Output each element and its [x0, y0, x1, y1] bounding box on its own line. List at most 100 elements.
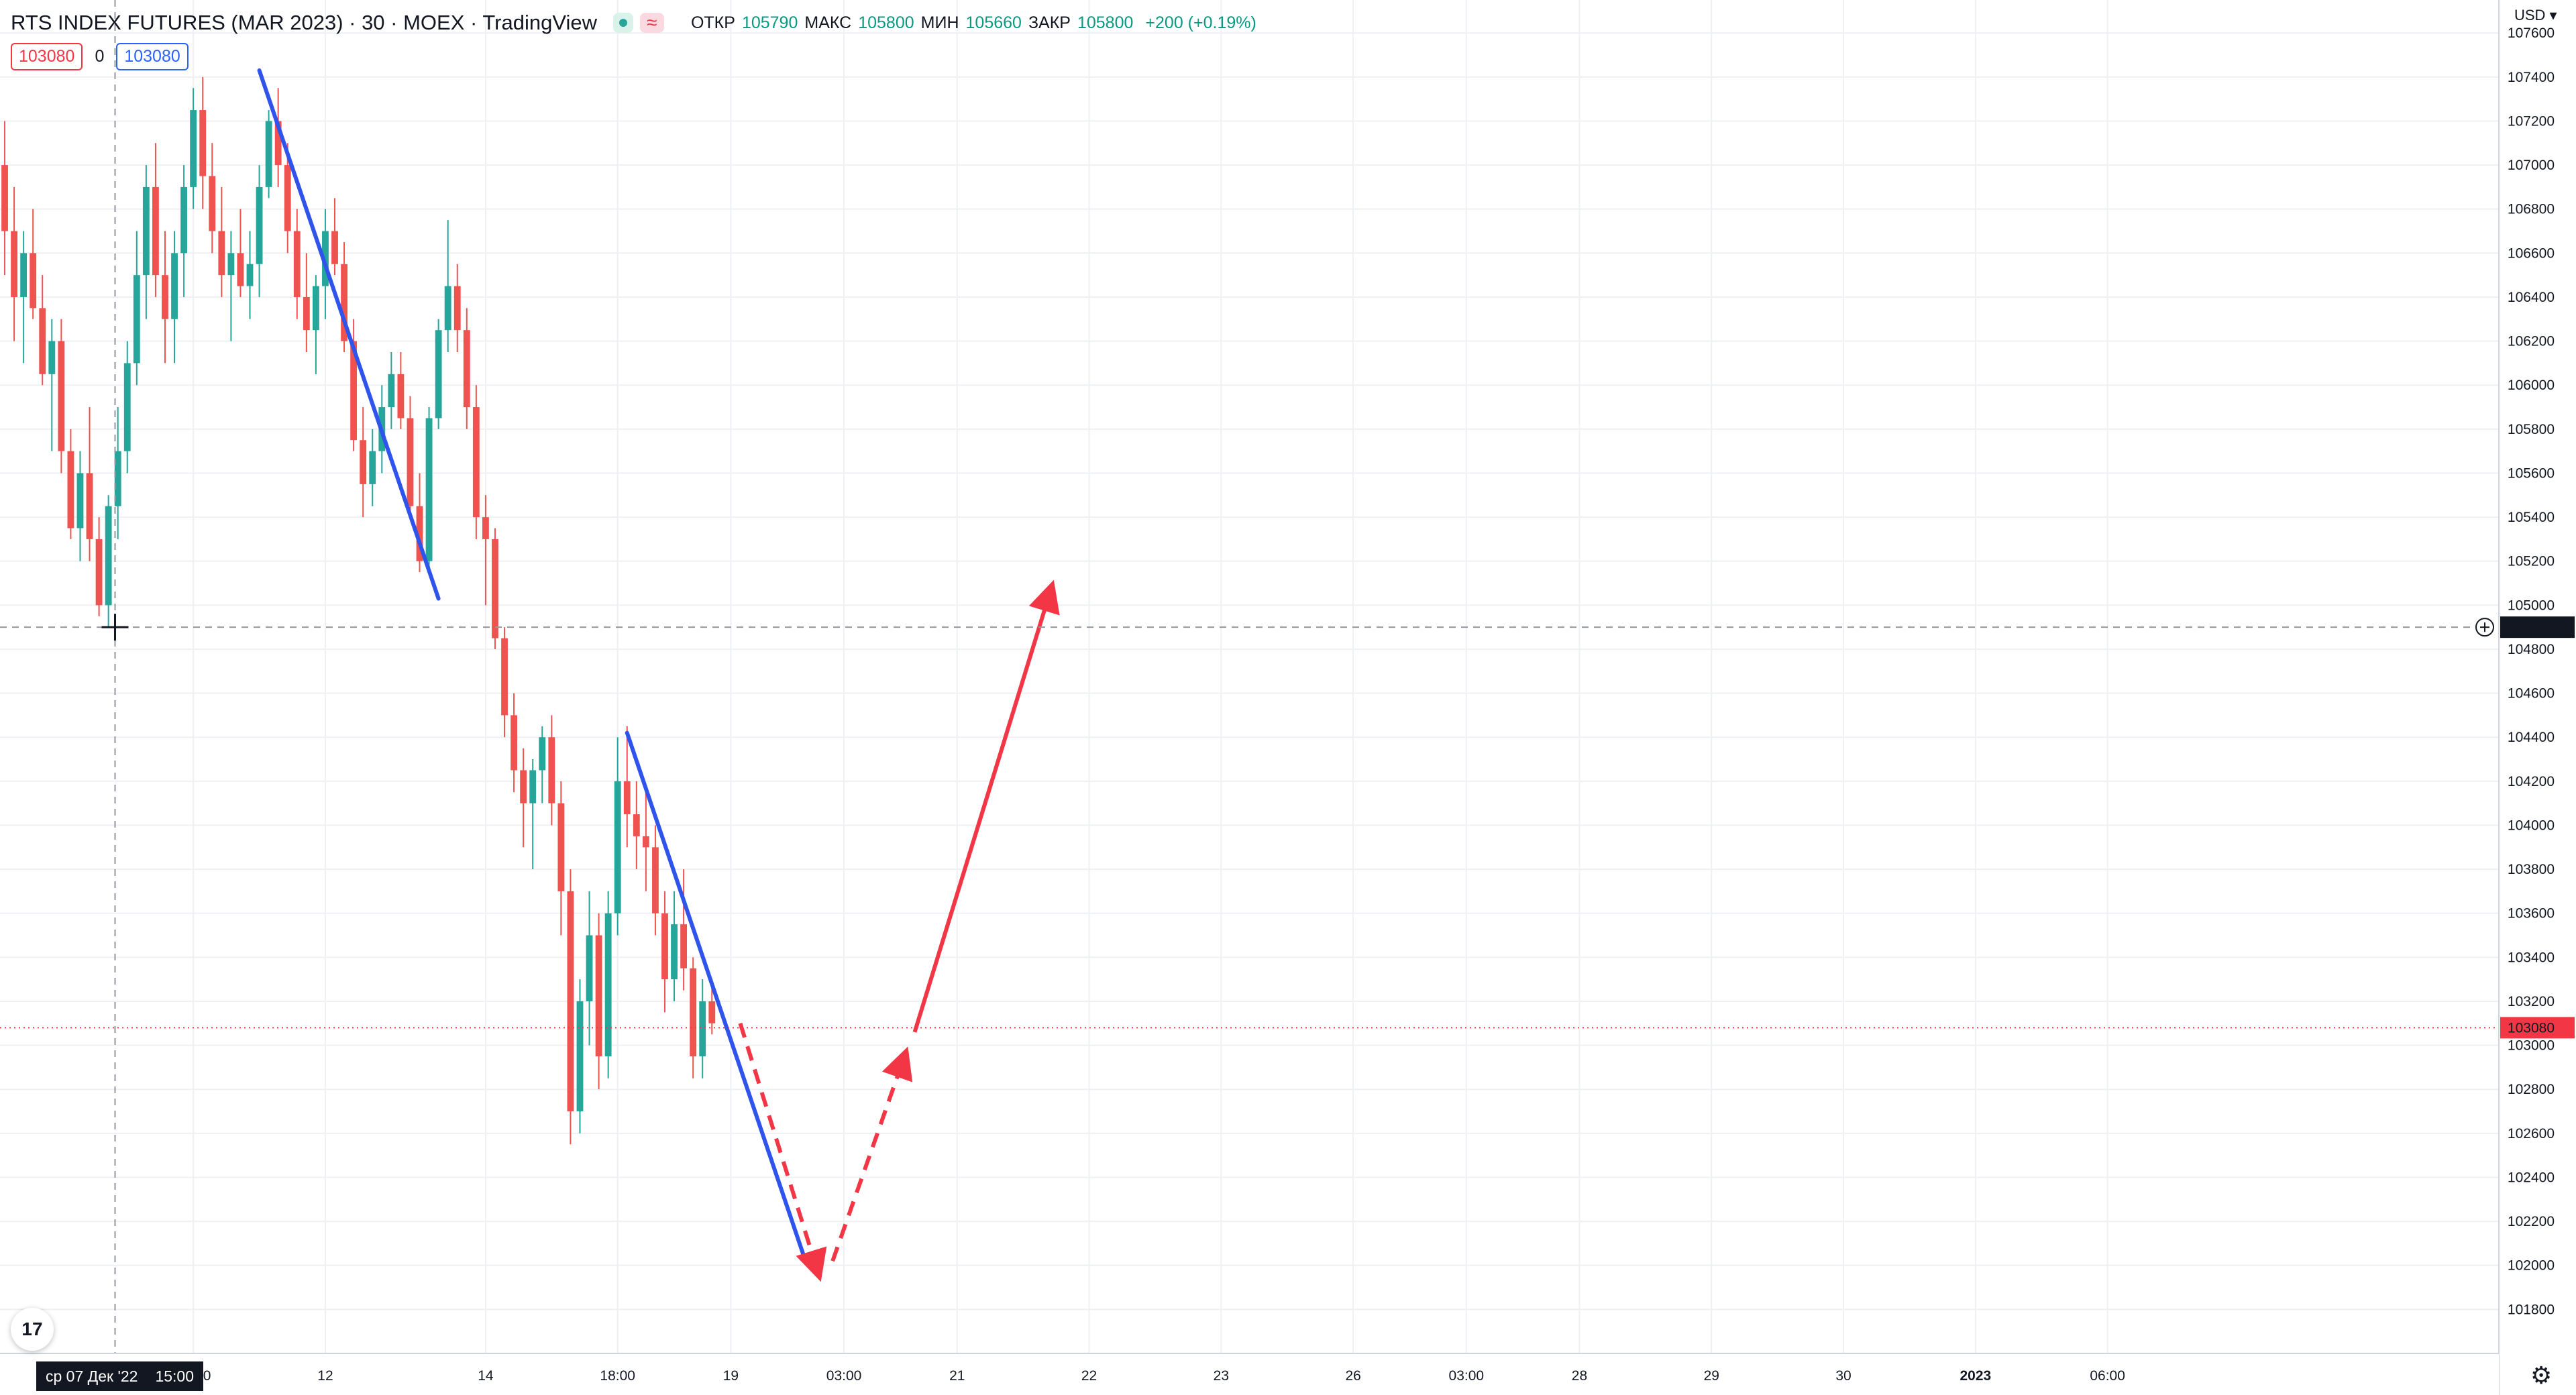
price-tick-label: 104800	[2508, 642, 2555, 657]
price-tick-label: 105200	[2508, 554, 2555, 569]
candle-body	[529, 770, 537, 803]
candle-body	[20, 253, 28, 297]
price-tick-label: 104000	[2508, 818, 2555, 833]
trend-line	[625, 730, 808, 1266]
price-tick-label: 107600	[2508, 25, 2555, 41]
candle-body	[180, 186, 188, 254]
time-tick-label: 12	[317, 1368, 333, 1384]
currency-dropdown[interactable]: USD ▾	[2514, 7, 2557, 23]
candle-body	[171, 253, 178, 319]
candle-body	[11, 231, 18, 297]
ohlc-low-value: 105660	[965, 13, 1022, 32]
crosshair-price-label-bg	[2500, 616, 2575, 638]
time-axis-bg	[0, 1353, 2499, 1395]
candle-body	[557, 803, 565, 891]
add-alert-icon[interactable]	[2475, 618, 2494, 637]
time-tick-label: 03:00	[1449, 1368, 1485, 1384]
price-axis-bg	[2499, 0, 2576, 1395]
time-tick-label: 23	[1214, 1368, 1229, 1384]
drawings-layer	[257, 68, 1060, 1282]
crosshair-date: ср 07 Дек '22	[46, 1367, 138, 1385]
symbol-header: RTS INDEX FUTURES (MAR 2023) · 30 · MOEX…	[11, 5, 1256, 40]
candle-body	[293, 231, 301, 297]
time-axis[interactable]: 18:00121418:001903:002122232603:00282930…	[0, 1353, 2499, 1395]
candle-body	[633, 814, 640, 836]
price-tick-label: 105000	[2508, 598, 2555, 613]
candle-body	[303, 296, 310, 331]
price-tick-label: 106800	[2508, 202, 2555, 217]
price-tick-label: 104400	[2508, 730, 2555, 745]
price-tick-label: 107400	[2508, 70, 2555, 85]
price-tick-label: 102000	[2508, 1258, 2555, 1274]
price-tick-label: 102200	[2508, 1214, 2555, 1229]
candle-body	[227, 253, 235, 276]
time-tick-label: 03:00	[826, 1368, 862, 1384]
candle-body	[501, 638, 508, 716]
candle-body	[586, 935, 593, 1001]
candle-body	[614, 781, 621, 913]
time-tick-label: 14	[478, 1368, 494, 1384]
gear-icon[interactable]: ⚙	[2530, 1361, 2553, 1389]
overlay-layer	[0, 0, 2499, 1353]
candle-body	[511, 715, 518, 771]
price-tick-label: 103800	[2508, 862, 2555, 877]
candle-body	[30, 253, 37, 309]
tradingview-logo-icon[interactable]: 17	[11, 1308, 54, 1351]
candle-body	[652, 847, 659, 913]
candle-body	[567, 891, 574, 1112]
chart-grid	[0, 0, 2499, 1353]
ohlc-high-value: 105800	[858, 13, 914, 32]
symbol-title[interactable]: RTS INDEX FUTURES (MAR 2023) · 30 · MOEX…	[11, 11, 597, 34]
current-price-label: 103080	[2508, 1020, 2555, 1036]
buy-button[interactable]: 103080	[116, 43, 189, 70]
candle-body	[312, 286, 319, 331]
time-tick-label: 30	[1835, 1368, 1851, 1384]
price-axis[interactable]: 101800 102000 102200 102400 102600 102800 1030…	[2475, 0, 2576, 1395]
candle-body	[576, 1001, 584, 1112]
price-tick-label: 106600	[2508, 245, 2555, 261]
price-tick-label: 101800	[2508, 1302, 2555, 1317]
candle-body	[114, 451, 121, 506]
sell-button[interactable]: 103080	[11, 43, 83, 70]
candle-body	[76, 473, 84, 528]
time-tick-label: 29	[1704, 1368, 1719, 1384]
candle-body	[58, 341, 65, 451]
candle-body	[397, 374, 405, 418]
candle-body	[548, 737, 555, 803]
time-tick-label: 21	[949, 1368, 965, 1384]
price-tick-label: 103400	[2508, 950, 2555, 965]
price-tick-label: 105400	[2508, 510, 2555, 525]
candle-body	[322, 231, 329, 286]
time-tick-label: 26	[1345, 1368, 1360, 1384]
candle-body	[699, 1001, 706, 1057]
ohlc-close-label: ЗАКР	[1028, 13, 1071, 32]
forecast-arrow	[912, 579, 1060, 1033]
candle-body	[623, 781, 631, 815]
time-tick-label: 19	[723, 1368, 739, 1384]
ohlc-close-value: 105800	[1077, 13, 1134, 32]
market-status-icon[interactable]	[612, 13, 633, 33]
ohlc-open-label: ОТКР	[690, 13, 735, 32]
price-tick-label: 103600	[2508, 906, 2555, 922]
price-tick-label: 106000	[2508, 378, 2555, 393]
candle-body	[284, 165, 291, 231]
ohlc-open-value: 105790	[741, 13, 798, 32]
candle-body	[67, 451, 74, 528]
price-tick-label: 103000	[2508, 1038, 2555, 1054]
price-tick-label: 103200	[2508, 994, 2555, 1009]
price-tick-label: 107200	[2508, 113, 2555, 129]
candle-body	[341, 264, 347, 341]
ohlc-change: +200 (+0.19%)	[1145, 13, 1256, 32]
time-tick-label: 28	[1572, 1368, 1587, 1384]
candle-body	[520, 770, 527, 803]
candle-body	[199, 110, 207, 176]
ohlc-values: ОТКР 105790 МАКС 105800 МИН 105660 ЗАКР 1058…	[691, 13, 1256, 33]
candle-body	[708, 1001, 716, 1023]
price-tick-label: 106200	[2508, 334, 2555, 349]
time-tick-label: 2023	[1960, 1368, 1991, 1384]
candle-body	[604, 913, 612, 1057]
price-tick-label: 104600	[2508, 686, 2555, 702]
approx-icon[interactable]: ≈	[639, 12, 664, 33]
candle-body	[472, 407, 480, 518]
